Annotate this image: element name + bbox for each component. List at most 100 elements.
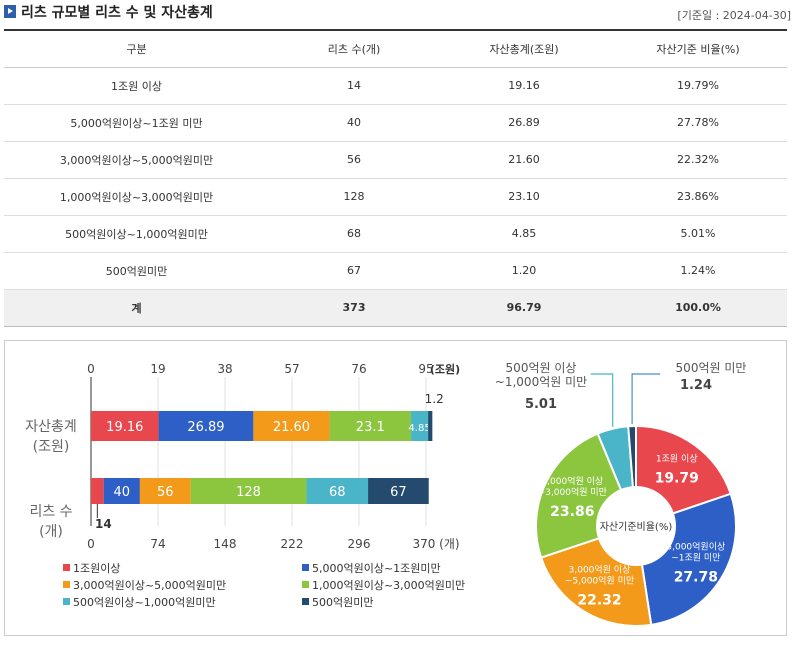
legend-label: 1조원이상: [73, 562, 120, 575]
callout-label: ~1,000억원 미만: [495, 375, 587, 389]
bar-segment-asset: [329, 411, 412, 441]
table-total-row: 계 373 96.79 100.0%: [4, 289, 787, 327]
data-label: 14: [95, 517, 112, 531]
legend-swatch: [63, 598, 70, 605]
section-header: 리츠 규모별 리츠 수 및 자산총계 [기준일 : 2024-04-30]: [4, 2, 791, 26]
bar-segment-count: [91, 478, 104, 504]
slice-label: ~1조원 미만: [671, 552, 720, 563]
legend-label: 5,000억원이상~1조원미만: [312, 562, 441, 575]
stacked-bar-chart: 자산총계(조원)리츠 수(개)0 19 38 57 76 95(조원)0 74 148 222 2…: [25, 362, 465, 609]
legend-swatch: [302, 581, 309, 588]
slice-label: 1,000억원 이상: [541, 475, 603, 487]
pie-chart: 자산기준비율(%) 1조원 이상 19.79 5,000억원이상~1조원 미만 27.7…: [495, 361, 747, 627]
bottom-tick-label: 0: [87, 537, 95, 551]
pie-center-label: 자산기준비율(%): [600, 521, 673, 533]
data-label: 23.1: [356, 420, 385, 435]
table-cell: 5,000억원이상~1조원 미만: [4, 104, 269, 142]
column-header: 자산기준 비율(%): [609, 29, 787, 68]
callout-label: 500억원 이상: [506, 361, 577, 375]
table-cell: 23.10: [439, 178, 609, 216]
slice-value: 22.32: [577, 593, 621, 609]
table-cell: 500억원미만: [4, 252, 269, 290]
table-row: 1,000억원이상~3,000억원미만 128 23.10 23.86%: [4, 178, 787, 216]
legend-swatch: [302, 598, 309, 605]
bottom-tick-label: 148: [214, 537, 237, 551]
slice-value: 23.86: [550, 504, 594, 520]
title-bullet-icon: [4, 5, 16, 18]
table-cell: 1조원 이상: [4, 67, 269, 105]
bottom-tick-label: 370 (개): [412, 537, 459, 551]
legend-label: 3,000억원이상~5,000억원미만: [73, 579, 226, 592]
table-cell: 1,000억원이상~3,000억원미만: [4, 178, 269, 216]
column-header: 자산총계(조원): [439, 29, 609, 68]
table-cell: 22.32%: [609, 141, 787, 179]
data-label: 19.16: [106, 420, 143, 435]
bar-segment-count: [306, 478, 369, 504]
table-row: 5,000억원이상~1조원 미만 40 26.89 27.78%: [4, 104, 787, 142]
slice-value: 27.78: [674, 569, 718, 585]
bar-segment-count: [103, 478, 140, 504]
pie-center-hole: [596, 486, 676, 566]
slice-label: ~5,000억원 미만: [565, 575, 634, 587]
top-tick-label: 38: [217, 362, 232, 376]
summary-table: 구분 리츠 수(개) 자산총계(조원) 자산기준 비율(%) 1조원 이상 14…: [4, 29, 787, 327]
table-cell: 23.86%: [609, 178, 787, 216]
slice-value: 19.79: [655, 471, 699, 487]
table-cell: 67: [269, 252, 439, 290]
table-cell: 27.78%: [609, 104, 787, 142]
table-cell: 1.24%: [609, 252, 787, 290]
legend-label: 1,000억원이상~3,000억원미만: [312, 579, 465, 592]
data-label: 1.2: [425, 392, 444, 406]
callout-line: [631, 373, 661, 425]
bar-segment-asset: [253, 411, 330, 441]
top-tick-label: 0: [87, 362, 95, 376]
category-label: (개): [39, 524, 63, 540]
table-cell: 68: [269, 215, 439, 253]
table-cell: 21.60: [439, 141, 609, 179]
data-label: 68: [329, 485, 346, 500]
table-cell: 56: [269, 141, 439, 179]
data-label: 40: [114, 485, 131, 500]
bar-segment-count: [368, 478, 429, 504]
top-tick-label: 57: [284, 362, 299, 376]
table-row: 1조원 이상 14 19.16 19.79%: [4, 67, 787, 105]
table-row: 3,000억원이상~5,000억원미만 56 21.60 22.32%: [4, 141, 787, 179]
callout-value: 5.01: [525, 397, 557, 412]
legend-swatch: [302, 564, 309, 571]
top-axis-unit: (조원): [430, 362, 460, 376]
slice-label: 3,000억원 이상: [569, 564, 631, 576]
bar-segment-count: [139, 478, 191, 504]
table-cell: 26.89: [439, 104, 609, 142]
slice-label: 5,000억원이상: [666, 540, 725, 552]
category-label: (조원): [33, 439, 70, 455]
data-label: 26.89: [187, 420, 224, 435]
chart-panel: 자산총계 (조원) 리츠 수 (개) 0 19 38 57 76 95 (조원) 0 74 148 222 2…: [4, 340, 787, 636]
table-row: 500억원이상~1,000억원미만 68 4.85 5.01%: [4, 215, 787, 253]
table-cell: 19.16: [439, 67, 609, 105]
callout-line: [590, 373, 614, 427]
table-cell: 100.0%: [609, 289, 787, 327]
slice-label: 1조원 이상: [656, 454, 698, 465]
top-tick-label: 76: [351, 362, 366, 376]
callout-label: 500억원 미만: [676, 361, 747, 375]
table-cell: 96.79: [439, 289, 609, 327]
table-cell: 3,000억원이상~5,000억원미만: [4, 141, 269, 179]
table-cell: 계: [4, 289, 269, 327]
table-cell: 4.85: [439, 215, 609, 253]
table-cell: 1.20: [439, 252, 609, 290]
callout-value: 1.24: [680, 378, 712, 393]
bottom-tick-label: 74: [150, 537, 165, 551]
category-label: 자산총계: [25, 419, 77, 435]
table-cell: 14: [269, 67, 439, 105]
data-label: 4.85: [408, 423, 430, 434]
bar-segment-asset: [411, 411, 429, 441]
legend-label: 500억원미만: [312, 596, 373, 609]
column-header: 리츠 수(개): [269, 29, 439, 68]
data-label: 128: [236, 485, 261, 500]
table-cell: 40: [269, 104, 439, 142]
category-label: 리츠 수: [29, 504, 72, 520]
table-cell: 373: [269, 289, 439, 327]
bottom-tick-label: 296: [348, 537, 371, 551]
table-row: 500억원미만 67 1.20 1.24%: [4, 252, 787, 290]
data-label: 21.60: [273, 420, 310, 435]
